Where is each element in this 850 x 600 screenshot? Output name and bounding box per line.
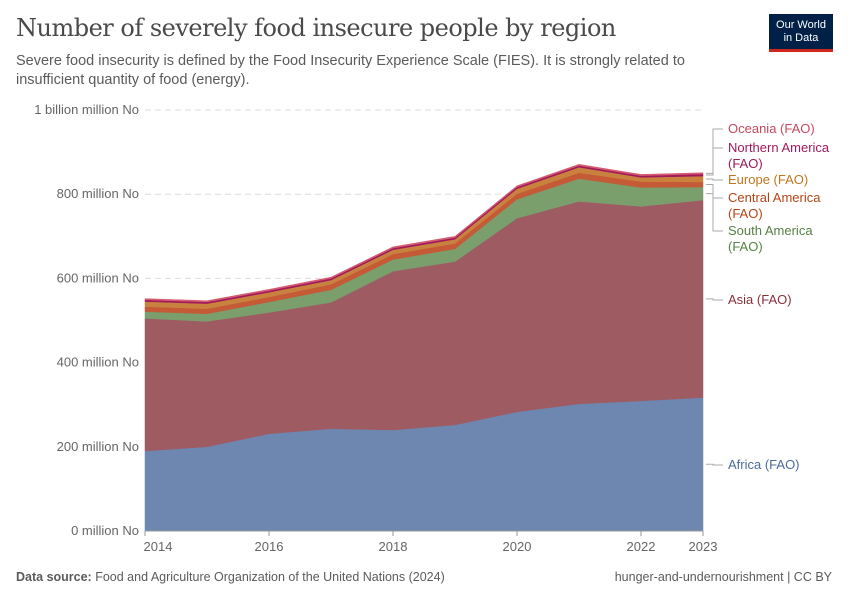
chart-subtitle: Severe food insecurity is defined by the… [16,53,685,88]
area-oceania-fao-[interactable] [144,164,704,303]
chart-title: Number of severely food insecure people … [16,14,616,42]
source-label: Data source: [16,570,92,584]
series-label-text: (FAO) [728,239,763,254]
series-label-text: Central America [728,190,821,205]
label-connector [706,147,723,176]
series-label[interactable]: Europe (FAO) [706,172,808,187]
y-tick-label: 1 billion million No [34,102,139,117]
x-tick-label: 2022 [627,539,656,554]
series-label-text: Europe (FAO) [728,172,808,187]
x-tick-label: 2023 [689,539,718,554]
y-tick-label: 400 million No [57,355,139,370]
series-label[interactable]: Central America(FAO) [706,184,821,221]
x-tick-label: 2014 [144,539,173,554]
label-connector [706,184,723,199]
label-connector [706,193,723,232]
series-label-text: Africa (FAO) [728,457,800,472]
y-tick-label: 800 million No [57,186,139,201]
series-label-text: Oceania (FAO) [728,121,815,136]
source-text[interactable]: Food and Agriculture Organization of the… [95,570,445,584]
series-label[interactable]: Africa (FAO) [706,457,800,472]
series-label[interactable]: Oceania (FAO) [706,121,815,174]
series-label[interactable]: Asia (FAO) [706,292,792,307]
series-label[interactable]: Northern America(FAO) [706,140,830,176]
label-connector [706,178,723,181]
owid-logo[interactable]: Our World in Data [769,14,833,52]
data-source: Data source: Food and Agriculture Organi… [16,570,445,584]
footer-license[interactable]: hunger-and-undernourishment | CC BY [614,570,832,584]
y-tick-label: 200 million No [57,439,139,454]
y-tick-label: 0 million No [71,523,139,538]
series-label[interactable]: South America(FAO) [706,193,813,254]
label-connector [706,128,723,174]
x-tick-label: 2018 [379,539,408,554]
logo-line2: in Data [783,32,819,44]
series-label-text: Northern America [728,140,830,155]
series-label-text: (FAO) [728,206,763,221]
label-connector [706,463,723,466]
series-label-text: Asia (FAO) [728,292,792,307]
label-connector [706,298,723,301]
x-tick-label: 2016 [255,539,284,554]
series-label-text: South America [728,223,813,238]
logo-line1: Our World [776,19,826,31]
x-tick-label: 2020 [503,539,532,554]
series-label-text: (FAO) [728,156,763,171]
y-tick-label: 600 million No [57,270,139,285]
